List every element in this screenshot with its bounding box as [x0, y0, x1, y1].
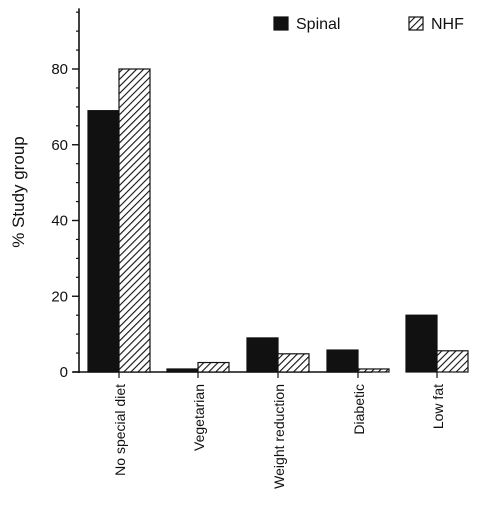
y-tick-label: 80	[51, 61, 68, 78]
y-axis-title: % Study group	[9, 136, 28, 248]
bar-nhf-weight-reduction	[277, 353, 310, 373]
y-tick-label: 60	[51, 137, 68, 154]
legend-swatch-spinal	[273, 16, 289, 31]
y-tick-label: 20	[51, 288, 68, 305]
y-tick-label: 40	[51, 213, 68, 230]
x-tick-label: Weight reduction	[271, 384, 287, 489]
x-tick-label: Diabetic	[351, 384, 367, 435]
y-tick-label: 0	[60, 364, 68, 381]
bar-spinal-no-special-diet	[87, 110, 120, 373]
bar-nhf-vegetarian	[197, 361, 230, 373]
bar-spinal-diabetic	[326, 349, 359, 373]
legend-label-nhf: NHF	[431, 16, 464, 33]
x-tick-label: Vegetarian	[191, 384, 207, 451]
bar-spinal-vegetarian	[166, 368, 199, 373]
bar-spinal-low-fat	[405, 314, 438, 373]
bar-spinal-weight-reduction	[246, 337, 279, 373]
legend-label-spinal: Spinal	[296, 16, 340, 33]
plot-area: 0 20 40 60 80 No special diet Vegetarian Weight…	[51, 8, 469, 489]
bar-nhf-diabetic	[357, 368, 390, 373]
legend: Spinal NHF	[273, 16, 464, 33]
x-tick-label: Low fat	[430, 384, 446, 429]
bar-nhf-low-fat	[436, 350, 469, 373]
legend-swatch-nhf	[408, 16, 424, 31]
bar-nhf-no-special-diet	[118, 68, 151, 373]
x-tick-label: No special diet	[112, 384, 128, 476]
